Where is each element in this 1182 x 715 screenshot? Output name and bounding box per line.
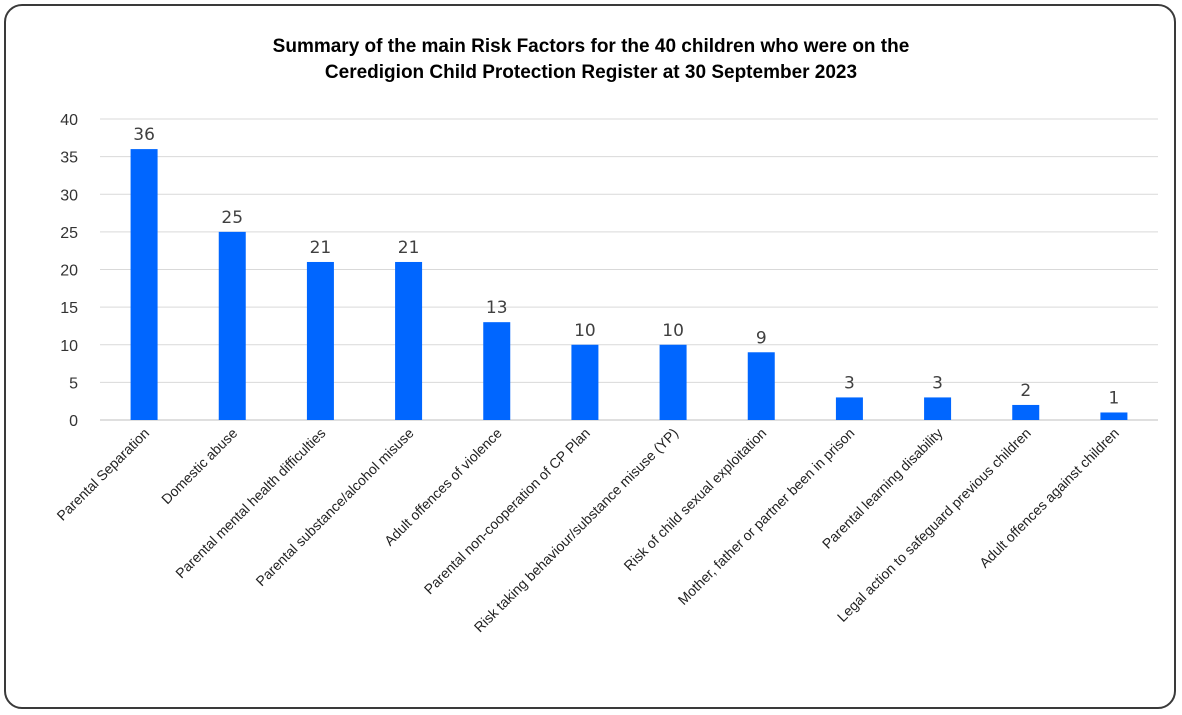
data-label: 3	[932, 373, 943, 393]
y-tick-label: 15	[60, 300, 78, 317]
x-tick-label: Parental Separation	[53, 425, 152, 524]
data-label: 21	[398, 238, 420, 258]
bar	[1012, 404, 1040, 420]
bar	[659, 344, 687, 420]
x-tick-label: Legal action to safeguard previous child…	[834, 425, 1034, 625]
x-tick-label: Domestic abuse	[158, 425, 240, 507]
x-tick-label: Parental substance/alcohol misuse	[252, 425, 416, 589]
bar	[483, 322, 511, 420]
data-label: 10	[662, 321, 684, 341]
bar	[835, 397, 863, 420]
data-label: 25	[221, 208, 243, 228]
x-axis-ticks: Parental Separation Domestic abuseParenta…	[53, 425, 1122, 636]
x-tick-label: Parental mental health difficulties	[172, 425, 328, 581]
data-label: 36	[133, 125, 155, 145]
chart-title-line2: Ceredigion Child Protection Register at …	[325, 62, 857, 83]
y-tick-label: 30	[60, 187, 78, 204]
bar	[747, 352, 775, 420]
data-label: 9	[756, 328, 767, 348]
y-tick-label: 0	[69, 413, 78, 430]
bar	[1100, 412, 1128, 420]
bar	[306, 261, 334, 420]
x-tick-label: Mother, father or partner been in prison	[675, 425, 858, 608]
bar	[218, 231, 246, 420]
chart-title-line1: Summary of the main Risk Factors for the…	[273, 36, 910, 57]
bar	[571, 344, 599, 420]
data-label: 13	[486, 298, 508, 318]
y-tick-label: 5	[69, 375, 78, 392]
x-tick-label: Parental non-cooperation of CP Plan	[421, 425, 593, 597]
data-label: 1	[1109, 388, 1120, 408]
x-tick-label: Risk of child sexual exploitation	[620, 425, 769, 574]
bar	[130, 149, 158, 420]
bar	[924, 397, 952, 420]
gridlines	[100, 118, 1158, 421]
data-label: 10	[574, 321, 596, 341]
y-tick-label: 20	[60, 263, 78, 280]
y-tick-label: 40	[60, 112, 78, 129]
y-tick-label: 25	[60, 225, 78, 242]
y-axis-ticks: 0 5 10 15 20 25 30 35 40	[60, 112, 78, 430]
y-tick-label: 35	[60, 150, 78, 167]
x-tick-label: Risk taking behaviour/substance misuse (…	[471, 425, 681, 635]
data-label: 21	[310, 238, 332, 258]
y-tick-label: 10	[60, 338, 78, 355]
bars	[130, 149, 1128, 420]
data-label: 2	[1020, 381, 1031, 401]
x-tick-label: Adult offences against children	[976, 425, 1122, 571]
bar	[395, 261, 423, 420]
data-label: 3	[844, 373, 855, 393]
